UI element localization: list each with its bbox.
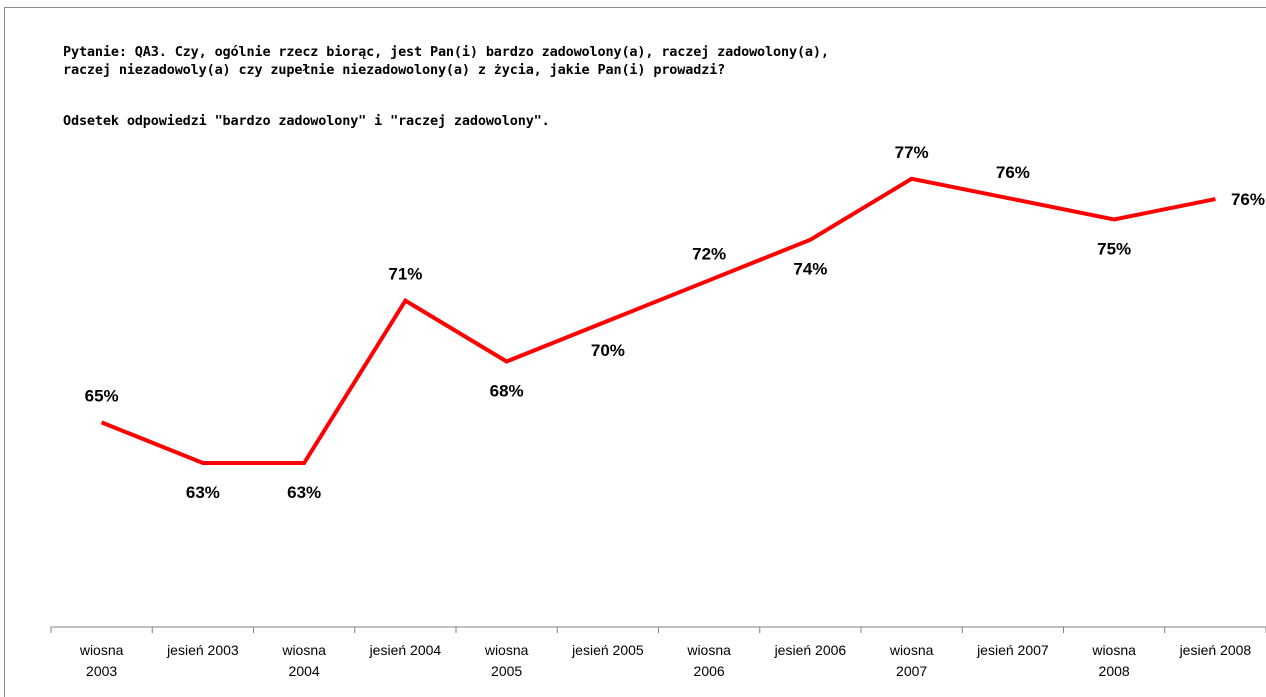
x-tick-label: jesień 2008 [1179,642,1252,658]
series-line [100,176,1216,465]
x-tick-label: jesień 2004 [369,642,442,658]
series-satisfied [100,176,1216,465]
x-tick-label: jesień 2005 [571,642,644,658]
data-label: 76% [1231,190,1265,209]
data-label: 75% [1097,239,1131,258]
question-text-line-2: raczej niezadowoly(a) czy zupełnie nieza… [63,62,726,78]
data-label: 63% [186,483,220,502]
x-tick-label: jesień 2006 [774,642,847,658]
data-label: 70% [591,341,625,360]
x-tick-label: wiosna 2005 [484,642,529,679]
data-label: 77% [895,143,929,162]
x-tick-label: wiosna 2003 [79,642,124,679]
data-label: 63% [287,483,321,502]
data-label: 71% [388,265,422,284]
data-label: 68% [490,382,524,401]
x-axis: wiosna 2003 jesień 2003 wiosna 2004 jesień 20… [50,626,1266,679]
chart-frame [4,7,1266,697]
x-tick-label: jesień 2003 [166,642,239,658]
data-label: 72% [692,244,726,263]
x-tick-label: jesień 2007 [976,642,1049,658]
x-tick-label: wiosna 2008 [1091,642,1136,679]
data-label: 76% [996,163,1030,182]
x-tick-label: wiosna 2007 [889,642,934,679]
data-labels: 65% 63% 63% 71% 68% 70% 72% 74% 77% 76% 75% 76% [85,143,1265,502]
data-label: 65% [85,386,119,405]
x-tick-label: wiosna 2006 [686,642,731,679]
question-text-line-1: Pytanie: QA3. Czy, ogólnie rzecz biorąc,… [63,44,829,60]
subtitle-text: Odsetek odpowiedzi "bardzo zadowolony" i… [63,113,550,129]
x-tick-label: wiosna 2004 [281,642,326,679]
data-label: 74% [793,260,827,279]
